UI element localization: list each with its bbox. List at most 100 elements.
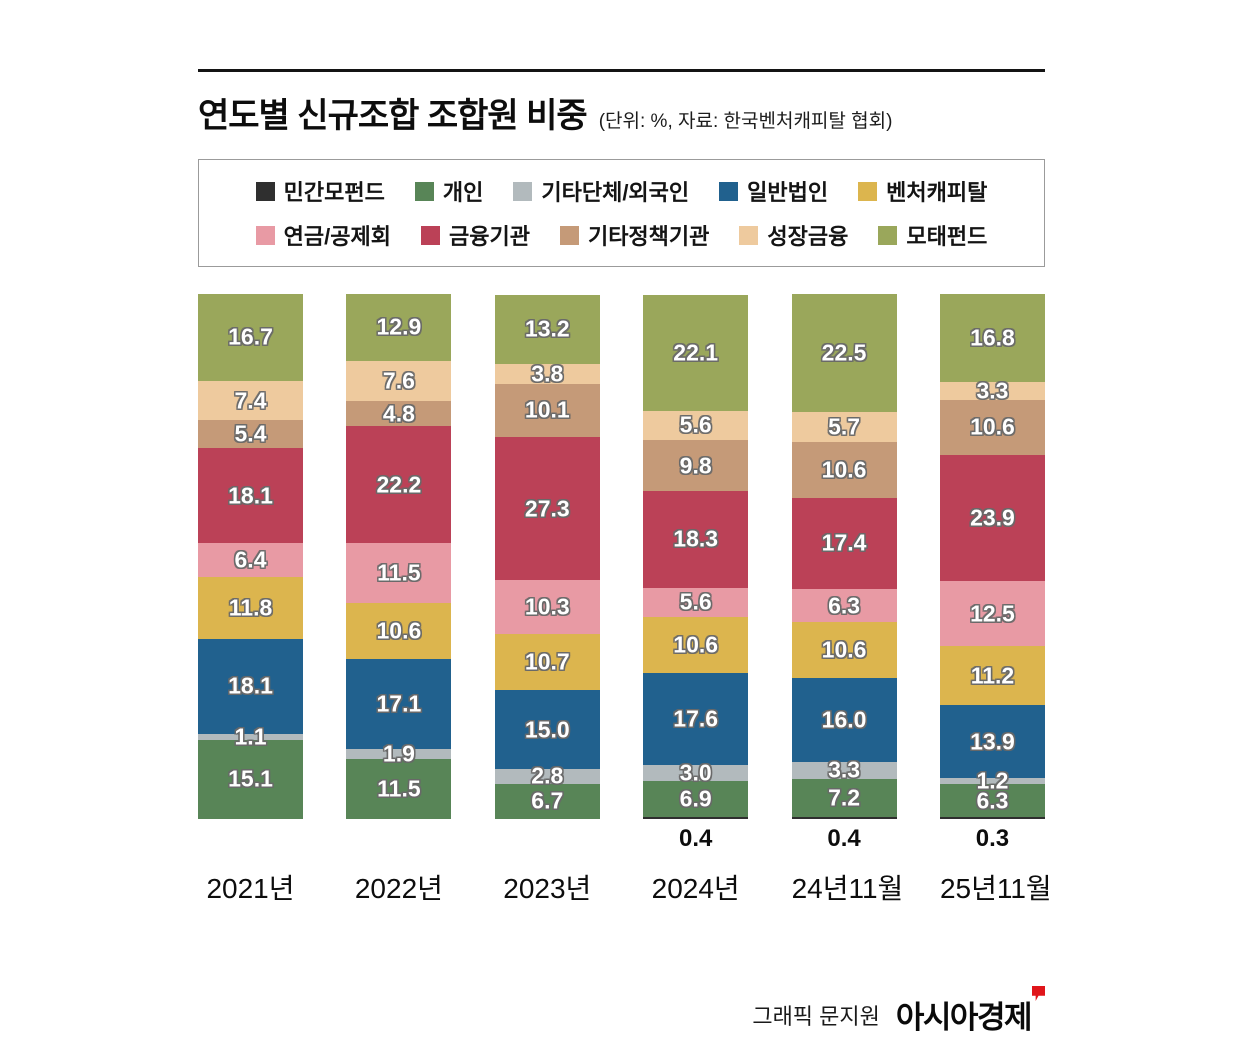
category-label: 25년11월 [939, 873, 1052, 904]
bar-segment: 18.1 [198, 638, 303, 734]
base-value-label [198, 819, 303, 859]
bar-segment: 17.4 [791, 497, 897, 590]
bar-segment: 10.6 [643, 616, 749, 673]
bar-segment: 3.0 [643, 759, 749, 785]
segment-value-label: 18.1 [228, 672, 273, 699]
bar-segment: 1.2 [939, 768, 1045, 794]
segment-value-label: 15.1 [228, 765, 273, 792]
legend-label: 금융기관 [448, 224, 530, 249]
segment-value-label: 12.5 [970, 600, 1015, 626]
segment-value-label: 10.6 [376, 617, 422, 644]
bar-stack: 7.2 3.3 16.0 10.6 6.3 17.4 10.6 5.7 22.5 [791, 291, 897, 819]
bar-stack: 6.9 3.0 17.6 10.6 5.6 18.3 9.8 5.6 22.1 [643, 291, 749, 819]
segment-value-label: 11.8 [228, 594, 273, 621]
legend-item: 성장금융 [739, 219, 848, 251]
segment-value-label: 3.8 [531, 360, 564, 387]
legend-swatch-icon [878, 225, 898, 245]
legend-swatch-icon [255, 225, 275, 245]
segment-value-label: 5.4 [234, 420, 267, 447]
segment-value-label: 22.2 [376, 471, 422, 498]
legend-swatch-icon [739, 225, 759, 245]
segment-value-label: 11.2 [970, 662, 1015, 689]
segment-value-label: 16.0 [821, 706, 867, 733]
bar-column: 6.7 2.8 15.0 10.7 10.3 27.3 10.1 3.8 13.2 2023년 [494, 291, 600, 907]
bar-segment: 27.3 [494, 436, 600, 581]
bar-segment [791, 816, 897, 819]
bar-segment: 10.6 [791, 442, 897, 498]
bar-segment: 6.3 [939, 784, 1045, 818]
segment-value-label: 22.5 [821, 339, 867, 366]
bar-segment: 22.1 [643, 294, 749, 411]
bar-segment: 13.2 [494, 294, 600, 364]
legend-row: 연금/공제회 금융기관 기타정책기관 성장금융 모태펀드 [207, 219, 1036, 251]
bar-segment: 2.8 [494, 763, 600, 789]
segment-value-label: 6.3 [828, 592, 861, 619]
bar-segment: 12.9 [346, 293, 452, 362]
legend-item: 기타단체/외국인 [513, 175, 689, 207]
base-value-label [346, 819, 451, 859]
bar-segment: 18.3 [643, 491, 749, 588]
bar-stack: 6.7 2.8 15.0 10.7 10.3 27.3 10.1 3.8 13.2 [494, 291, 600, 819]
credit-text: 그래픽 문지원 [752, 1003, 880, 1029]
bar-segment [939, 817, 1045, 819]
bar-segment: 11.5 [346, 758, 452, 819]
top-rule [198, 69, 1045, 72]
segment-value-label: 9.8 [679, 452, 712, 479]
bar-segment: 11.2 [939, 646, 1045, 706]
bar-segment: 6.9 [643, 780, 749, 817]
bar-segment: 10.6 [791, 622, 897, 678]
base-value-label [495, 819, 600, 859]
stacked-bar-chart: 15.1 1.1 18.1 11.8 6.4 18.1 5.4 7.4 16.7 2021년 11.… [198, 291, 1052, 907]
bar-segment: 18.1 [198, 448, 303, 544]
bar-column: 6.3 1.2 13.9 11.2 12.5 23.9 10.6 3.3 16.8 0.3 25년1… [939, 291, 1052, 907]
legend-label: 민간모펀드 [283, 180, 385, 205]
unit-note: (단위: %, 자료: 한국벤처캐피탈 협회) [598, 111, 893, 132]
legend-item: 벤처캐피탈 [858, 175, 987, 207]
bar-segment: 11.5 [346, 542, 452, 604]
segment-value-label: 7.6 [382, 367, 415, 394]
base-value-label: 0.3 [975, 825, 1010, 852]
bar-segment: 6.7 [494, 783, 600, 819]
segment-value-label: 18.3 [673, 525, 719, 552]
segment-value-label: 16.8 [970, 324, 1015, 351]
segment-value-label: 6.3 [976, 787, 1009, 814]
bar-segment: 1.1 [198, 723, 303, 749]
bar-segment: 9.8 [643, 440, 749, 492]
bar-segment: 3.8 [494, 360, 600, 386]
brand-name: 아시아경제 [895, 1000, 1033, 1035]
title-row: 연도별 신규조합 조합원 비중 (단위: %, 자료: 한국벤처캐피탈 협회) [198, 88, 1045, 137]
page-title: 연도별 신규조합 조합원 비중 [198, 97, 588, 135]
bar-segment: 3.3 [939, 377, 1045, 403]
bar-segment: 15.0 [494, 690, 600, 770]
segment-value-label: 10.6 [821, 456, 867, 483]
bar-column: 7.2 3.3 16.0 10.6 6.3 17.4 10.6 5.7 22.5 0.4 24년11… [791, 291, 904, 907]
base-value-label: 0.4 [827, 825, 861, 852]
segment-value-label: 10.1 [524, 396, 570, 423]
bar-column: 11.5 1.9 17.1 10.6 11.5 22.2 4.8 7.6 12.9 2022년 [346, 291, 452, 907]
bar-segment: 10.7 [494, 634, 600, 691]
legend-swatch-icon [719, 181, 739, 201]
bar-segment: 16.7 [198, 293, 303, 382]
segment-value-label: 4.8 [382, 400, 415, 427]
segment-value-label: 23.9 [970, 504, 1015, 531]
bar-segment: 5.6 [643, 410, 749, 441]
bar-segment: 16.0 [791, 677, 897, 762]
brand-logo: 아시아경제 [895, 986, 1045, 1037]
legend-label: 기타정책기관 [587, 224, 710, 249]
segment-value-label: 12.9 [376, 313, 422, 340]
segment-value-label: 17.6 [673, 705, 719, 732]
bar-segment: 5.6 [643, 587, 749, 617]
bar-stack: 11.5 1.9 17.1 10.6 11.5 22.2 4.8 7.6 12.9 [346, 291, 452, 819]
legend-item: 모태펀드 [878, 219, 987, 251]
bar-segment: 7.6 [346, 361, 452, 402]
legend-label: 성장금융 [767, 224, 849, 249]
segment-value-label: 18.1 [228, 482, 273, 509]
segment-value-label: 17.1 [376, 690, 422, 717]
category-label: 2021년 [206, 873, 295, 904]
bar-stack: 15.1 1.1 18.1 11.8 6.4 18.1 5.4 7.4 16.7 [198, 291, 303, 819]
bar-segment: 10.1 [494, 383, 600, 437]
legend-label: 연금/공제회 [283, 224, 391, 249]
legend-swatch-icon [255, 181, 275, 201]
category-label: 24년11월 [791, 873, 904, 904]
legend-item: 개인 [414, 175, 483, 207]
